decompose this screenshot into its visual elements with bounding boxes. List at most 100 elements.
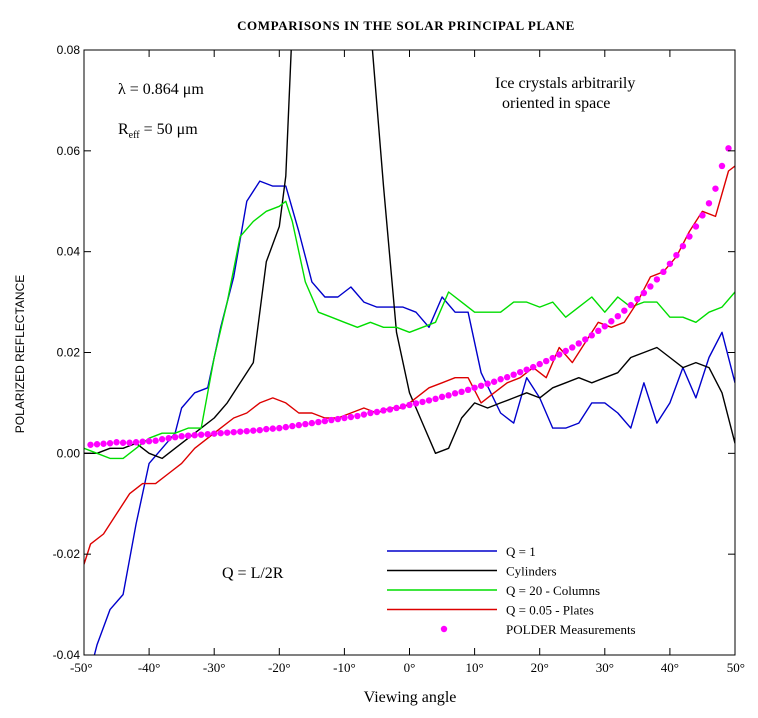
y-tick-label: -0.04 bbox=[53, 648, 81, 662]
data-point-polder-measurements bbox=[308, 419, 316, 427]
y-tick-label: 0.04 bbox=[57, 245, 81, 259]
data-point-polder-measurements bbox=[406, 401, 413, 409]
data-point-polder-measurements bbox=[217, 429, 224, 437]
legend-label-q-1: Q = 1 bbox=[506, 544, 536, 559]
data-point-polder-measurements bbox=[295, 421, 303, 429]
data-point-polder-measurements bbox=[686, 233, 693, 240]
data-point-polder-measurements bbox=[373, 408, 381, 416]
data-point-polder-measurements bbox=[575, 340, 582, 347]
data-point-polder-measurements bbox=[367, 409, 374, 417]
data-point-polder-measurements bbox=[640, 289, 648, 297]
data-point-polder-measurements bbox=[139, 438, 146, 445]
data-point-polder-measurements bbox=[445, 392, 452, 399]
data-point-polder-measurements bbox=[93, 441, 101, 448]
data-point-polder-measurements bbox=[171, 434, 179, 441]
data-point-polder-measurements bbox=[399, 403, 407, 410]
legend: Q = 1 Cylinders Q = 20 - Columns Q = 0.05 -… bbox=[387, 544, 636, 637]
chart-title: COMPARISONS IN THE SOLAR PRINCIPAL PLANE bbox=[237, 18, 575, 33]
y-tick-label: -0.02 bbox=[53, 547, 81, 561]
data-point-polder-measurements bbox=[484, 380, 491, 387]
data-point-polder-measurements bbox=[302, 420, 309, 428]
data-point-polder-measurements bbox=[263, 425, 270, 433]
data-point-polder-measurements bbox=[490, 378, 498, 385]
y-tick-label: 0.06 bbox=[57, 144, 81, 158]
data-point-polder-measurements bbox=[289, 422, 296, 430]
data-point-polder-measurements bbox=[614, 313, 622, 320]
data-point-polder-measurements bbox=[712, 185, 719, 192]
reff-value: = 50 μm bbox=[140, 121, 199, 138]
orientation-annotation-line2: oriented in space bbox=[502, 95, 610, 112]
data-point-polder-measurements bbox=[126, 439, 133, 446]
data-point-polder-measurements bbox=[184, 432, 192, 439]
data-point-polder-measurements bbox=[503, 374, 511, 381]
data-point-polder-measurements bbox=[100, 440, 107, 447]
data-point-polder-measurements bbox=[132, 439, 140, 446]
data-point-polder-measurements bbox=[464, 386, 472, 394]
data-point-polder-measurements bbox=[354, 412, 361, 420]
data-point-polder-measurements bbox=[601, 323, 608, 330]
data-point-polder-measurements bbox=[608, 318, 615, 325]
data-point-polder-measurements bbox=[380, 407, 387, 414]
x-tick-label: 40° bbox=[661, 660, 679, 675]
x-tick-label: 20° bbox=[531, 660, 549, 675]
x-tick-label: 30° bbox=[596, 660, 614, 675]
data-point-polder-measurements bbox=[419, 398, 426, 406]
data-point-polder-measurements bbox=[718, 162, 726, 170]
data-point-polder-measurements bbox=[569, 344, 576, 351]
data-point-polder-measurements bbox=[432, 395, 439, 403]
data-point-polder-measurements bbox=[556, 351, 563, 358]
data-point-polder-measurements bbox=[230, 428, 237, 436]
data-point-polder-measurements bbox=[516, 368, 524, 376]
data-point-polder-measurements bbox=[393, 404, 400, 412]
y-tick-label: 0.00 bbox=[57, 446, 81, 460]
data-point-polder-measurements bbox=[679, 242, 687, 250]
y-axis-label: POLARIZED REFLECTANCE bbox=[13, 275, 27, 433]
legend-label-cylinders: Cylinders bbox=[506, 564, 557, 579]
y-tick-label: 0.02 bbox=[57, 346, 81, 360]
data-point-polder-measurements bbox=[224, 429, 231, 436]
legend-label-q-20-columns: Q = 20 - Columns bbox=[506, 583, 600, 598]
x-tick-label: -30° bbox=[203, 660, 226, 675]
data-point-polder-measurements bbox=[523, 366, 530, 373]
data-point-polder-measurements bbox=[705, 200, 713, 207]
data-point-polder-measurements bbox=[386, 406, 394, 413]
data-point-polder-measurements bbox=[588, 332, 595, 339]
data-point-polder-measurements bbox=[634, 295, 641, 303]
x-tick-label: -10° bbox=[333, 660, 356, 675]
data-point-polder-measurements bbox=[191, 431, 198, 439]
data-point-polder-measurements bbox=[282, 423, 290, 431]
data-point-polder-measurements bbox=[543, 357, 550, 365]
data-point-polder-measurements bbox=[250, 427, 257, 434]
data-point-polder-measurements bbox=[536, 360, 543, 368]
data-point-polder-measurements bbox=[699, 212, 706, 219]
data-point-polder-measurements bbox=[627, 301, 635, 309]
data-point-polder-measurements bbox=[582, 336, 589, 343]
x-tick-label: 10° bbox=[465, 660, 483, 675]
data-point-polder-measurements bbox=[458, 388, 465, 396]
data-point-polder-measurements bbox=[276, 424, 283, 432]
data-point-polder-measurements bbox=[237, 428, 244, 435]
x-axis-label: Viewing angle bbox=[364, 689, 457, 706]
x-tick-label: -50° bbox=[70, 660, 93, 675]
data-point-polder-measurements bbox=[451, 390, 459, 397]
q-definition-annotation: Q = L/2R bbox=[222, 565, 284, 582]
data-point-polder-measurements bbox=[647, 283, 654, 290]
data-point-polder-measurements bbox=[321, 417, 329, 425]
y-axis: -0.04 -0.02 0.00 0.02 0.04 0.06 0.08 bbox=[53, 43, 735, 662]
data-point-polder-measurements bbox=[653, 276, 661, 283]
data-point-polder-measurements bbox=[243, 427, 250, 435]
data-point-polder-measurements bbox=[497, 376, 504, 383]
series-line-q-0-05-plates bbox=[84, 165, 735, 565]
data-point-polder-measurements bbox=[621, 307, 628, 314]
data-point-polder-measurements bbox=[158, 436, 166, 443]
data-point-polder-measurements bbox=[211, 430, 218, 437]
data-point-polder-measurements bbox=[328, 416, 335, 424]
data-point-polder-measurements bbox=[425, 397, 433, 404]
data-point-polder-measurements bbox=[438, 393, 446, 401]
reff-annotation: Reff = 50 μm bbox=[118, 121, 198, 141]
data-point-polder-measurements bbox=[197, 431, 205, 438]
data-point-polder-measurements bbox=[666, 260, 674, 267]
data-point-polder-measurements bbox=[660, 268, 667, 276]
